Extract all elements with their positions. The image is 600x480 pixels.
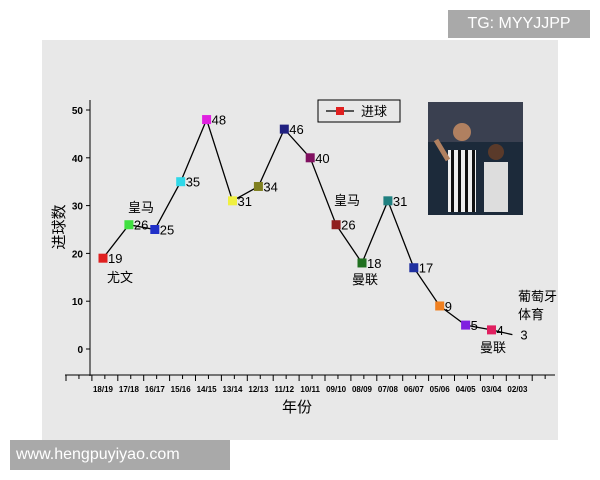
- annotation-label: 尤文: [107, 271, 133, 286]
- photo-jersey-stripe: [465, 150, 468, 212]
- data-point-marker: [435, 301, 445, 311]
- data-label: 17: [419, 261, 433, 276]
- data-point-marker: [150, 225, 160, 234]
- y-tick-label: 10: [72, 297, 84, 308]
- data-label: 31: [238, 194, 252, 209]
- annotation-label: 曼联: [480, 341, 506, 356]
- data-label: 35: [186, 175, 200, 190]
- photo-head: [453, 123, 471, 141]
- legend-box: [317, 99, 401, 123]
- y-tick-label: 40: [72, 154, 84, 165]
- x-tick-label: 18/19: [93, 385, 114, 394]
- legend-label: 进球: [361, 105, 387, 120]
- data-point-marker: [124, 220, 134, 230]
- x-tick-label: 12/13: [248, 385, 269, 394]
- x-tick-label: 08/09: [352, 385, 373, 394]
- watermark-top: TG: MYYJJPP: [448, 10, 590, 38]
- data-point-marker: [253, 181, 263, 191]
- data-point-marker: [409, 263, 419, 273]
- x-tick-label: 14/15: [197, 385, 218, 394]
- data-point-marker: [383, 196, 393, 206]
- x-tick-label: 09/10: [326, 385, 347, 394]
- data-label: 3: [520, 328, 527, 343]
- x-axis-title: 年份: [282, 398, 312, 416]
- data-label: 9: [445, 299, 452, 314]
- x-tick-label: 17/18: [119, 385, 140, 394]
- x-tick-label: 16/17: [145, 385, 166, 394]
- photo-jersey-stripe: [458, 150, 461, 212]
- data-label: 34: [263, 179, 277, 194]
- legend-marker: [336, 107, 344, 115]
- data-label: 19: [108, 251, 122, 266]
- y-tick-label: 0: [77, 345, 83, 356]
- data-point-marker: [202, 115, 212, 125]
- annotation-label: 皇马: [128, 201, 154, 216]
- x-tick-label: 11/12: [275, 385, 295, 394]
- data-label: 46: [289, 122, 303, 137]
- photo-jersey-stripe: [451, 150, 454, 212]
- x-tick-label: 07/08: [378, 385, 399, 394]
- data-label: 5: [471, 318, 478, 333]
- annotation-label: 葡萄牙体育: [518, 290, 558, 323]
- data-label: 26: [341, 218, 355, 233]
- photo-jersey-2: [484, 162, 508, 212]
- data-label: 4: [497, 323, 504, 338]
- x-tick-label: 05/06: [430, 385, 451, 394]
- data-point-marker: [176, 177, 186, 187]
- annotation-label: 曼联: [352, 273, 378, 288]
- photo-arm: [433, 138, 451, 162]
- photo-crowd: [428, 102, 523, 142]
- data-point-marker: [305, 153, 315, 163]
- watermark-bottom: www.hengpuyiyao.com: [10, 440, 230, 470]
- data-label: 25: [160, 223, 174, 238]
- data-label: 48: [212, 113, 226, 128]
- y-axis-title: 进球数: [50, 204, 68, 249]
- data-label: 40: [315, 151, 329, 166]
- y-tick-label: 30: [72, 202, 84, 213]
- data-point-marker: [279, 124, 289, 134]
- data-label: 26: [134, 218, 148, 233]
- x-tick-label: 02/03: [507, 385, 528, 394]
- x-tick-label: 15/16: [171, 385, 192, 394]
- annotation-label: 皇马: [334, 194, 360, 209]
- data-point-marker: [461, 320, 471, 330]
- x-tick-label: 13/14: [222, 385, 243, 394]
- x-tick-label: 06/07: [404, 385, 425, 394]
- x-tick-label: 03/04: [481, 385, 502, 394]
- y-tick-label: 50: [72, 106, 84, 117]
- data-label: 31: [393, 194, 407, 209]
- data-point-marker: [98, 253, 108, 263]
- data-point-marker: [487, 325, 496, 335]
- data-label: 18: [367, 256, 381, 271]
- y-tick-label: 20: [72, 249, 84, 260]
- data-point-marker: [228, 196, 237, 206]
- data-point-marker: [331, 220, 341, 230]
- x-tick-label: 04/05: [456, 385, 477, 394]
- x-tick-label: 10/11: [300, 385, 320, 394]
- photo-jersey-stripe: [472, 150, 475, 212]
- photo-head-2: [488, 144, 504, 160]
- data-point-marker: [357, 258, 367, 268]
